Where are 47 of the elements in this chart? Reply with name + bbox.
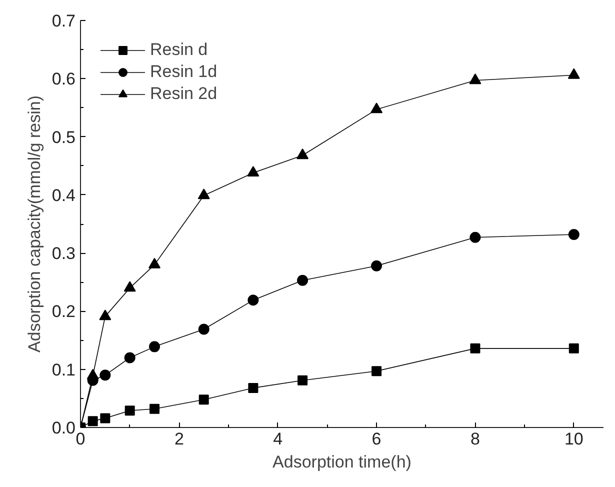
x-tick-label: 4 bbox=[273, 430, 283, 448]
point bbox=[247, 166, 260, 177]
point bbox=[148, 258, 161, 268]
point bbox=[198, 188, 210, 200]
x-axis-title: Adsorption time(h) bbox=[272, 452, 412, 472]
y-tick-label: 0.6 bbox=[52, 70, 76, 89]
y-axis-title: Adsorption capacity(mmol/g resin) bbox=[24, 96, 44, 352]
point bbox=[298, 375, 308, 386]
point bbox=[372, 366, 382, 376]
point bbox=[568, 343, 579, 354]
point bbox=[100, 370, 111, 381]
point bbox=[297, 274, 308, 286]
point bbox=[248, 382, 258, 393]
x-tick-label: 10 bbox=[564, 430, 584, 448]
point bbox=[100, 413, 110, 424]
point bbox=[124, 352, 136, 364]
point bbox=[88, 416, 98, 426]
point bbox=[198, 394, 209, 405]
legend-label: Resin 1d bbox=[150, 62, 218, 82]
point bbox=[296, 148, 309, 160]
y-tick-label: 0.7 bbox=[52, 12, 76, 30]
point bbox=[469, 74, 482, 84]
y-tick-label: 0.5 bbox=[52, 128, 76, 147]
point bbox=[568, 68, 580, 79]
point bbox=[149, 341, 160, 352]
x-tick-label: 6 bbox=[372, 430, 382, 448]
point bbox=[150, 404, 160, 414]
point bbox=[198, 324, 210, 335]
y-tick-label: 0.2 bbox=[52, 302, 76, 322]
y-tick-label: 0.4 bbox=[52, 186, 76, 205]
point bbox=[470, 232, 481, 243]
point bbox=[470, 343, 480, 354]
x-tick-label: 2 bbox=[174, 430, 184, 448]
point bbox=[124, 281, 136, 292]
point bbox=[370, 102, 383, 114]
legend-label: Resin 2d bbox=[150, 84, 218, 104]
x-tick-label: 0 bbox=[76, 430, 86, 448]
y-tick-label: 0.0 bbox=[52, 418, 76, 438]
y-tick-label: 0.1 bbox=[52, 360, 76, 380]
point bbox=[568, 228, 580, 240]
point bbox=[99, 310, 112, 320]
point bbox=[124, 406, 135, 416]
y-tick-label: 0.3 bbox=[52, 244, 76, 264]
point bbox=[248, 294, 259, 306]
x-tick-label: 8 bbox=[470, 430, 480, 448]
point bbox=[371, 260, 382, 272]
legend-label: Resin d bbox=[150, 40, 208, 60]
